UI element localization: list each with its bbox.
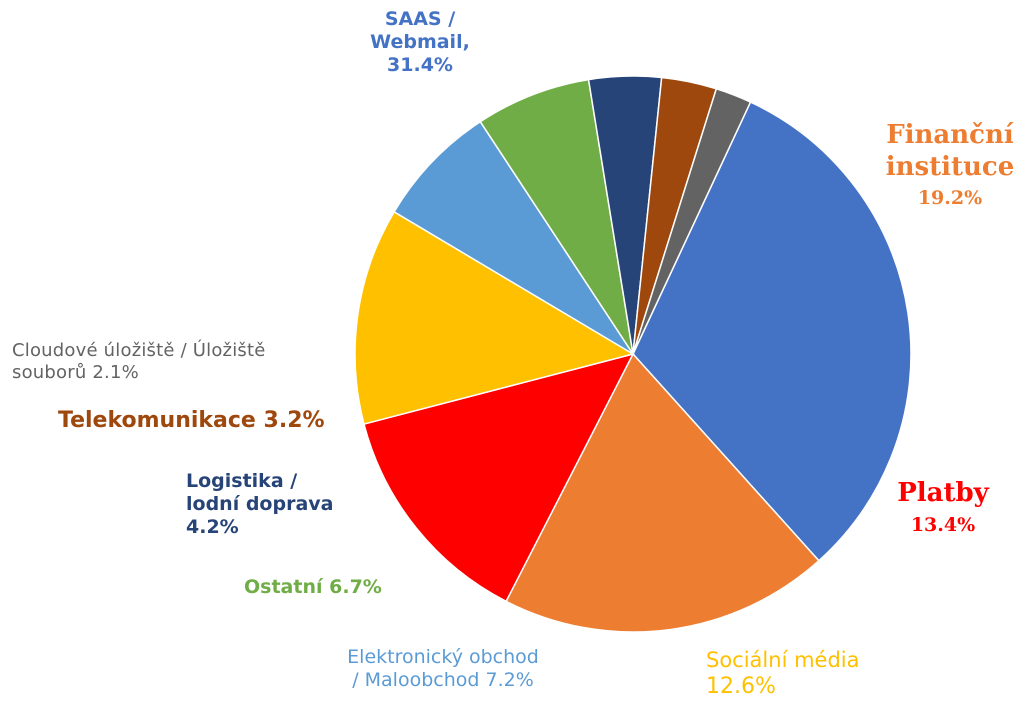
pie-slice-1 [505,352,820,633]
label-social-value: 12.6% [706,673,776,699]
label-saas-value: 31.4% [387,54,453,77]
label-finance: Finanční instituce 19.2% [880,120,1020,211]
label-cloud-line1: Cloudové úložiště / Úložiště [12,340,266,361]
label-telekom-value: 3.2% [263,408,325,433]
label-finance-line2: instituce [885,151,1015,182]
label-logistika-value: 4.2% [186,516,239,539]
pie-slice-4 [393,120,634,355]
pie-slice-3 [354,210,635,425]
label-ecommerce-value: 7.2% [485,669,534,692]
label-cloud-value: 2.1% [92,361,139,383]
label-saas-line2: Webmail, [370,31,470,54]
label-platby: Platby 13.4% [878,478,1008,537]
label-telekom-line: Telekomunikace 3.2% [58,408,348,435]
pie-slice-0 [632,101,912,562]
label-finance-line1: Finanční [886,120,1014,150]
label-saas-line1: SAAS / [384,8,456,30]
label-telekom-text: Telekomunikace [58,408,256,433]
label-saas: SAAS / Webmail, 31.4% [350,8,490,78]
label-logistika: Logistika / lodní doprava 4.2% [186,470,356,540]
label-ostatni-text: Ostatní [244,576,323,598]
label-ostatni: Ostatní 6.7% [244,576,404,599]
label-cloud-text: souborů [12,361,87,383]
label-platby-value: 13.4% [910,513,976,536]
pie-slice-8 [632,87,752,355]
label-telekom: Telekomunikace 3.2% [58,408,348,435]
pie-slice-5 [479,78,634,355]
pie-slice-2 [363,352,635,603]
label-ecommerce-line1: Elektronický obchod [347,646,539,668]
label-ecommerce-text: / Maloobchod [352,669,480,692]
label-ostatni-line: Ostatní 6.7% [244,576,404,599]
label-platby-line1: Platby [897,478,989,508]
label-social: Sociální média 12.6% [706,648,936,700]
label-ecommerce-line2: / Maloobchod 7.2% [318,669,568,692]
label-logistika-line2: lodní doprava [186,493,334,516]
label-finance-value: 19.2% [917,187,983,210]
label-social-line1: Sociální média [706,648,860,672]
label-logistika-line1: Logistika / [186,470,298,492]
label-cloud-line2: souborů 2.1% [12,362,352,384]
label-ostatni-value: 6.7% [329,576,382,598]
label-ecommerce: Elektronický obchod / Maloobchod 7.2% [318,646,568,692]
label-cloud: Cloudové úložiště / Úložiště souborů 2.1… [12,340,352,384]
